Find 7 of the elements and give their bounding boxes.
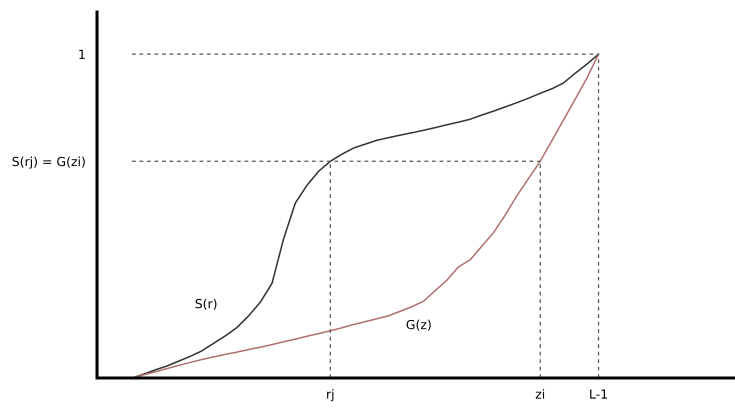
text: S(r) (196, 298, 216, 310)
x-tick-label: L-1 (590, 389, 607, 399)
x-tick-label: rj (327, 389, 334, 402)
series-label: G(z) (406, 320, 431, 331)
text: S(rj) = G(zi) (12, 156, 85, 169)
x-tick-label: zi (536, 389, 544, 399)
text: 1 (79, 50, 85, 59)
